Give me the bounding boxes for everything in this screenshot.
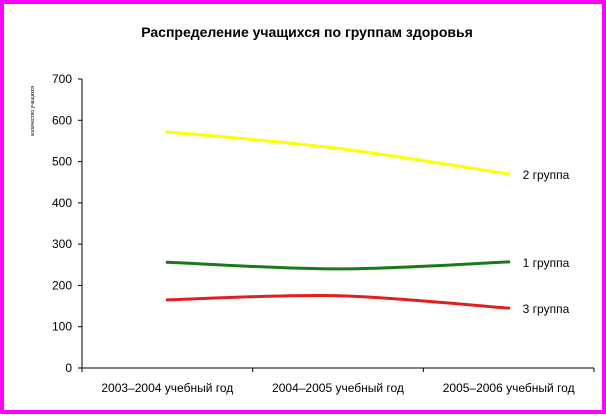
y-tick-label: 700 (52, 72, 72, 86)
y-tick-label: 100 (52, 320, 72, 334)
series-line-3 (165, 294, 511, 310)
series-group: 2 группа 1 группа 3 группа (165, 130, 570, 316)
series-label: 3 группа (523, 302, 570, 316)
data-point (336, 267, 340, 271)
x-tick-label: 2004–2005 учебный год (272, 381, 404, 395)
data-point (165, 130, 169, 134)
data-point (165, 298, 169, 302)
x-tick-label: 2003–2004 учебный год (101, 381, 233, 395)
series-label: 2 группа (523, 168, 570, 182)
y-tick-label: 600 (52, 113, 72, 127)
line-chart: Распределение учащихся по группам здоров… (30, 24, 595, 395)
y-tick-label: 0 (65, 361, 72, 375)
data-point (507, 172, 511, 176)
data-point (336, 294, 340, 298)
y-axis-label: количество учащихся (30, 86, 36, 136)
y-tick-label: 300 (52, 237, 72, 251)
axes: 0 100 200 300 400 500 600 700 2003–2004 учебный … (52, 72, 595, 395)
data-point (165, 260, 169, 264)
data-point (507, 306, 511, 310)
chart-title: Распределение учащихся по группам здоров… (141, 24, 473, 40)
data-point (336, 146, 340, 150)
y-tick-label: 200 (52, 278, 72, 292)
series-line-1 (165, 130, 511, 176)
data-point (507, 260, 511, 264)
y-tick-label: 400 (52, 196, 72, 210)
x-tick-label: 2005–2006 учебный год (443, 381, 575, 395)
y-tick-label: 500 (52, 155, 72, 169)
series-label: 1 группа (523, 256, 570, 270)
